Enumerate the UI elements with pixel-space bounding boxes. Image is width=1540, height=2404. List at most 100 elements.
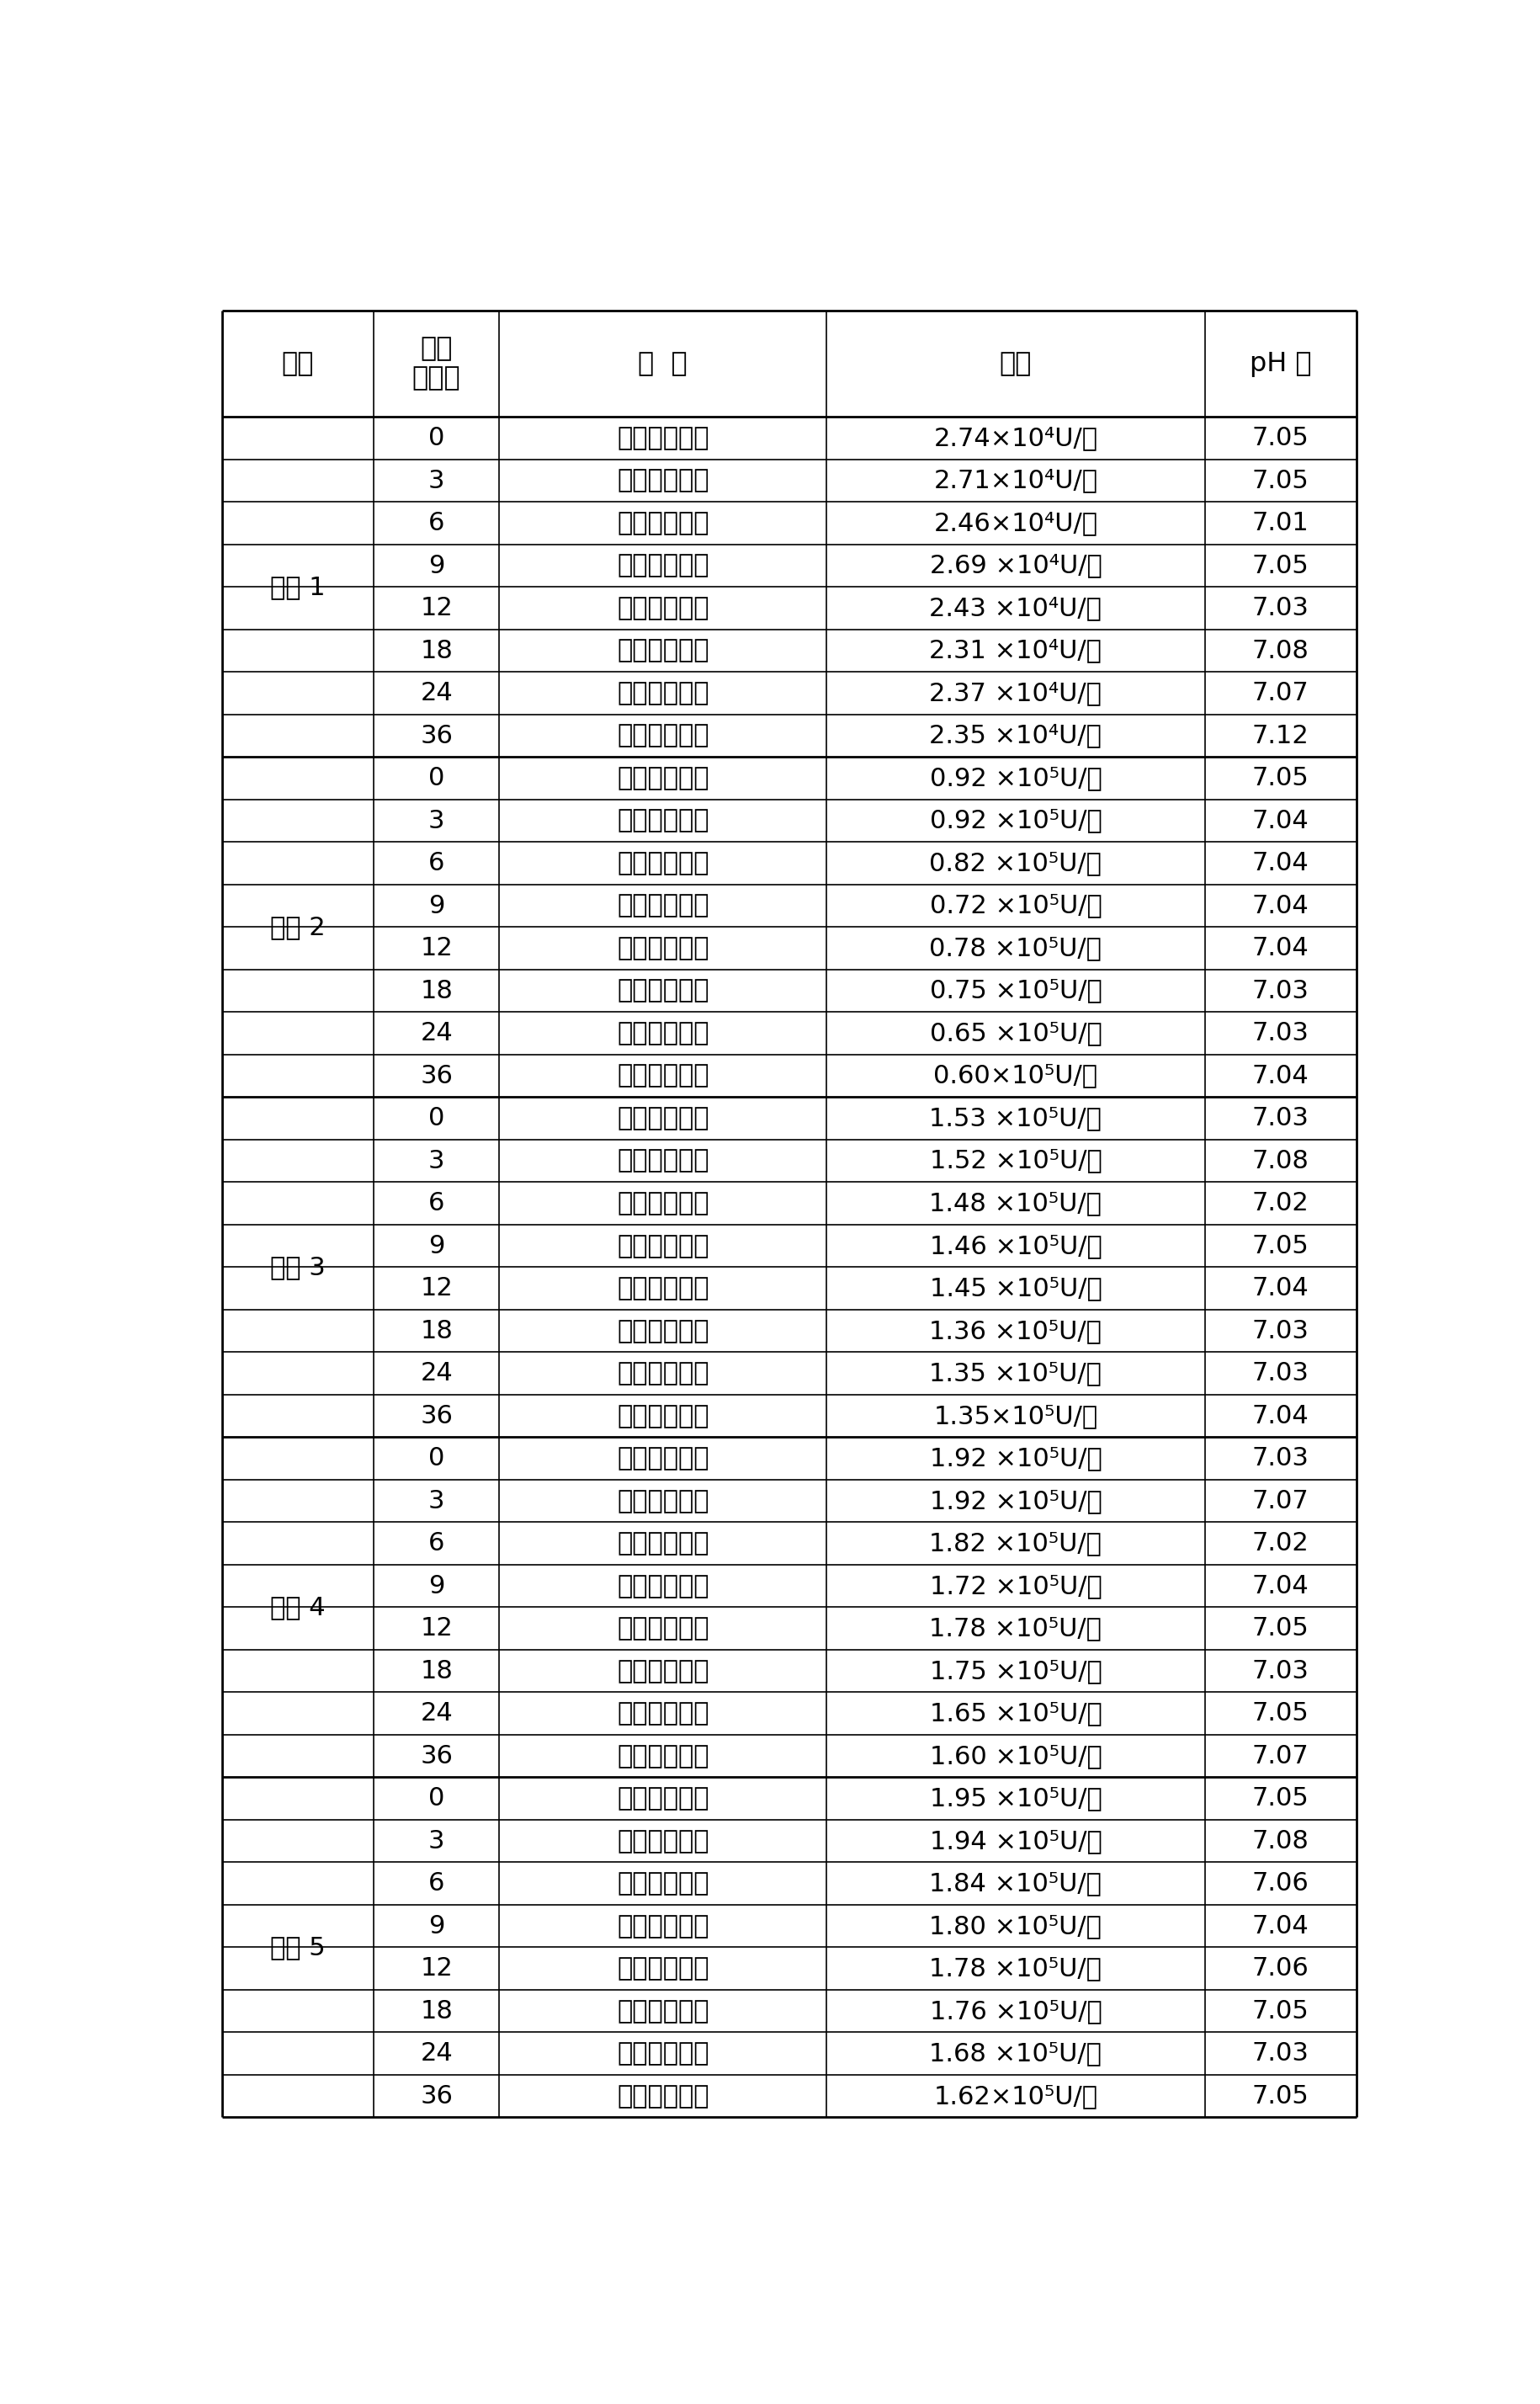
Text: 1.60 ×10⁵U/支: 1.60 ×10⁵U/支	[930, 1743, 1101, 1769]
Text: 7.05: 7.05	[1252, 1998, 1309, 2024]
Text: 2.35 ×10⁴U/支: 2.35 ×10⁴U/支	[930, 724, 1101, 748]
Text: 无色澄清透明: 无色澄清透明	[618, 1743, 708, 1769]
Text: 6: 6	[428, 851, 445, 875]
Text: 0: 0	[428, 767, 445, 791]
Text: 36: 36	[420, 1063, 453, 1089]
Text: 2.46×10⁴U/支: 2.46×10⁴U/支	[933, 512, 1098, 536]
Text: 1.35×10⁵U/支: 1.35×10⁵U/支	[933, 1404, 1098, 1428]
Text: 2.69 ×10⁴U/支: 2.69 ×10⁴U/支	[930, 553, 1101, 577]
Text: 7.07: 7.07	[1252, 680, 1309, 704]
Text: 无色澄清透明: 无色澄清透明	[618, 426, 708, 450]
Text: 7.12: 7.12	[1252, 724, 1309, 748]
Text: 0.82 ×10⁵U/支: 0.82 ×10⁵U/支	[930, 851, 1101, 875]
Text: 7.03: 7.03	[1252, 1022, 1309, 1046]
Text: 无色澄清透明: 无色澄清透明	[618, 851, 708, 875]
Text: 1.36 ×10⁵U/支: 1.36 ×10⁵U/支	[930, 1320, 1101, 1344]
Text: 6: 6	[428, 1192, 445, 1216]
Text: pH 值: pH 值	[1249, 351, 1312, 377]
Text: 7.03: 7.03	[1252, 1106, 1309, 1130]
Text: 0: 0	[428, 1447, 445, 1471]
Text: 24: 24	[420, 1022, 453, 1046]
Text: 7.05: 7.05	[1252, 553, 1309, 577]
Text: 24: 24	[420, 680, 453, 704]
Text: 无色澄清透明: 无色澄清透明	[618, 1998, 708, 2024]
Text: 2.71×10⁴U/支: 2.71×10⁴U/支	[933, 469, 1098, 493]
Text: 7.01: 7.01	[1252, 512, 1309, 536]
Text: 0: 0	[428, 426, 445, 450]
Text: 2.31 ×10⁴U/支: 2.31 ×10⁴U/支	[930, 639, 1101, 664]
Text: 12: 12	[420, 1277, 453, 1301]
Text: 7.08: 7.08	[1252, 1149, 1309, 1173]
Text: 7.02: 7.02	[1252, 1531, 1309, 1555]
Text: 无色澄清透明: 无色澄清透明	[618, 1106, 708, 1130]
Text: 0.75 ×10⁵U/支: 0.75 ×10⁵U/支	[930, 978, 1101, 1002]
Text: 0.65 ×10⁵U/支: 0.65 ×10⁵U/支	[930, 1022, 1101, 1046]
Text: 7.05: 7.05	[1252, 1786, 1309, 1810]
Text: 7.04: 7.04	[1252, 851, 1309, 875]
Text: 无色澄清透明: 无色澄清透明	[618, 1277, 708, 1301]
Text: 9: 9	[428, 894, 445, 918]
Text: 无色澄清透明: 无色澄清透明	[618, 808, 708, 834]
Text: 3: 3	[428, 1829, 445, 1853]
Text: 无色澄清透明: 无色澄清透明	[618, 639, 708, 664]
Text: 1.53 ×10⁵U/支: 1.53 ×10⁵U/支	[930, 1106, 1101, 1130]
Text: 7.08: 7.08	[1252, 639, 1309, 664]
Text: 9: 9	[428, 1914, 445, 1938]
Text: 7.08: 7.08	[1252, 1829, 1309, 1853]
Text: 无色澄清透明: 无色澄清透明	[618, 469, 708, 493]
Text: 无色澄清透明: 无色澄清透明	[618, 767, 708, 791]
Text: 无色澄清透明: 无色澄清透明	[618, 1659, 708, 1683]
Text: 7.04: 7.04	[1252, 1277, 1309, 1301]
Text: 36: 36	[420, 724, 453, 748]
Text: 7.04: 7.04	[1252, 935, 1309, 962]
Text: 0.92 ×10⁵U/支: 0.92 ×10⁵U/支	[930, 808, 1101, 834]
Text: 无色澄清透明: 无色澄清透明	[618, 2084, 708, 2108]
Text: 无色澄清透明: 无色澄清透明	[618, 935, 708, 962]
Text: 0.78 ×10⁵U/支: 0.78 ×10⁵U/支	[930, 935, 1101, 962]
Text: 1.68 ×10⁵U/支: 1.68 ×10⁵U/支	[930, 2041, 1101, 2065]
Text: 7.03: 7.03	[1252, 1659, 1309, 1683]
Text: 0.60×10⁵U/支: 0.60×10⁵U/支	[933, 1063, 1098, 1089]
Text: 3: 3	[428, 1149, 445, 1173]
Text: 性  状: 性 状	[638, 351, 688, 377]
Text: 配方 1: 配方 1	[271, 575, 325, 599]
Text: 7.03: 7.03	[1252, 1447, 1309, 1471]
Text: 18: 18	[420, 978, 453, 1002]
Text: 无色澄清透明: 无色澄清透明	[618, 1447, 708, 1471]
Text: 7.04: 7.04	[1252, 1575, 1309, 1599]
Text: 7.06: 7.06	[1252, 1870, 1309, 1897]
Text: 无色澄清透明: 无色澄清透明	[618, 1829, 708, 1853]
Text: 7.02: 7.02	[1252, 1192, 1309, 1216]
Text: 1.45 ×10⁵U/支: 1.45 ×10⁵U/支	[930, 1277, 1101, 1301]
Text: 无色澄清透明: 无色澄清透明	[618, 1233, 708, 1257]
Text: 无色澄清透明: 无色澄清透明	[618, 1786, 708, 1810]
Text: 7.05: 7.05	[1252, 1615, 1309, 1640]
Text: 6: 6	[428, 1531, 445, 1555]
Text: 3: 3	[428, 1488, 445, 1512]
Text: 1.84 ×10⁵U/支: 1.84 ×10⁵U/支	[930, 1870, 1101, 1897]
Text: 18: 18	[420, 1659, 453, 1683]
Text: 1.46 ×10⁵U/支: 1.46 ×10⁵U/支	[930, 1233, 1101, 1257]
Text: 7.07: 7.07	[1252, 1488, 1309, 1512]
Text: 7.05: 7.05	[1252, 426, 1309, 450]
Text: 无色澄清透明: 无色澄清透明	[618, 512, 708, 536]
Text: 18: 18	[420, 1320, 453, 1344]
Text: 7.03: 7.03	[1252, 2041, 1309, 2065]
Text: 2.37 ×10⁴U/支: 2.37 ×10⁴U/支	[930, 680, 1101, 704]
Text: 配方 3: 配方 3	[271, 1255, 325, 1279]
Text: 无色澄清透明: 无色澄清透明	[618, 1361, 708, 1385]
Text: 1.92 ×10⁵U/支: 1.92 ×10⁵U/支	[930, 1447, 1101, 1471]
Text: 无色澄清透明: 无色澄清透明	[618, 2041, 708, 2065]
Text: 1.94 ×10⁵U/支: 1.94 ×10⁵U/支	[930, 1829, 1101, 1853]
Text: 无色澄清透明: 无色澄清透明	[618, 1022, 708, 1046]
Text: 0.72 ×10⁵U/支: 0.72 ×10⁵U/支	[930, 894, 1101, 918]
Text: 0.92 ×10⁵U/支: 0.92 ×10⁵U/支	[930, 767, 1101, 791]
Text: 3: 3	[428, 469, 445, 493]
Text: 无色澄清透明: 无色澄清透明	[618, 1404, 708, 1428]
Text: 无色澄清透明: 无色澄清透明	[618, 724, 708, 748]
Text: 9: 9	[428, 553, 445, 577]
Text: 7.04: 7.04	[1252, 1404, 1309, 1428]
Text: 无色澄清透明: 无色澄清透明	[618, 1870, 708, 1897]
Text: 0: 0	[428, 1106, 445, 1130]
Text: 无色澄清透明: 无色澄清透明	[618, 978, 708, 1002]
